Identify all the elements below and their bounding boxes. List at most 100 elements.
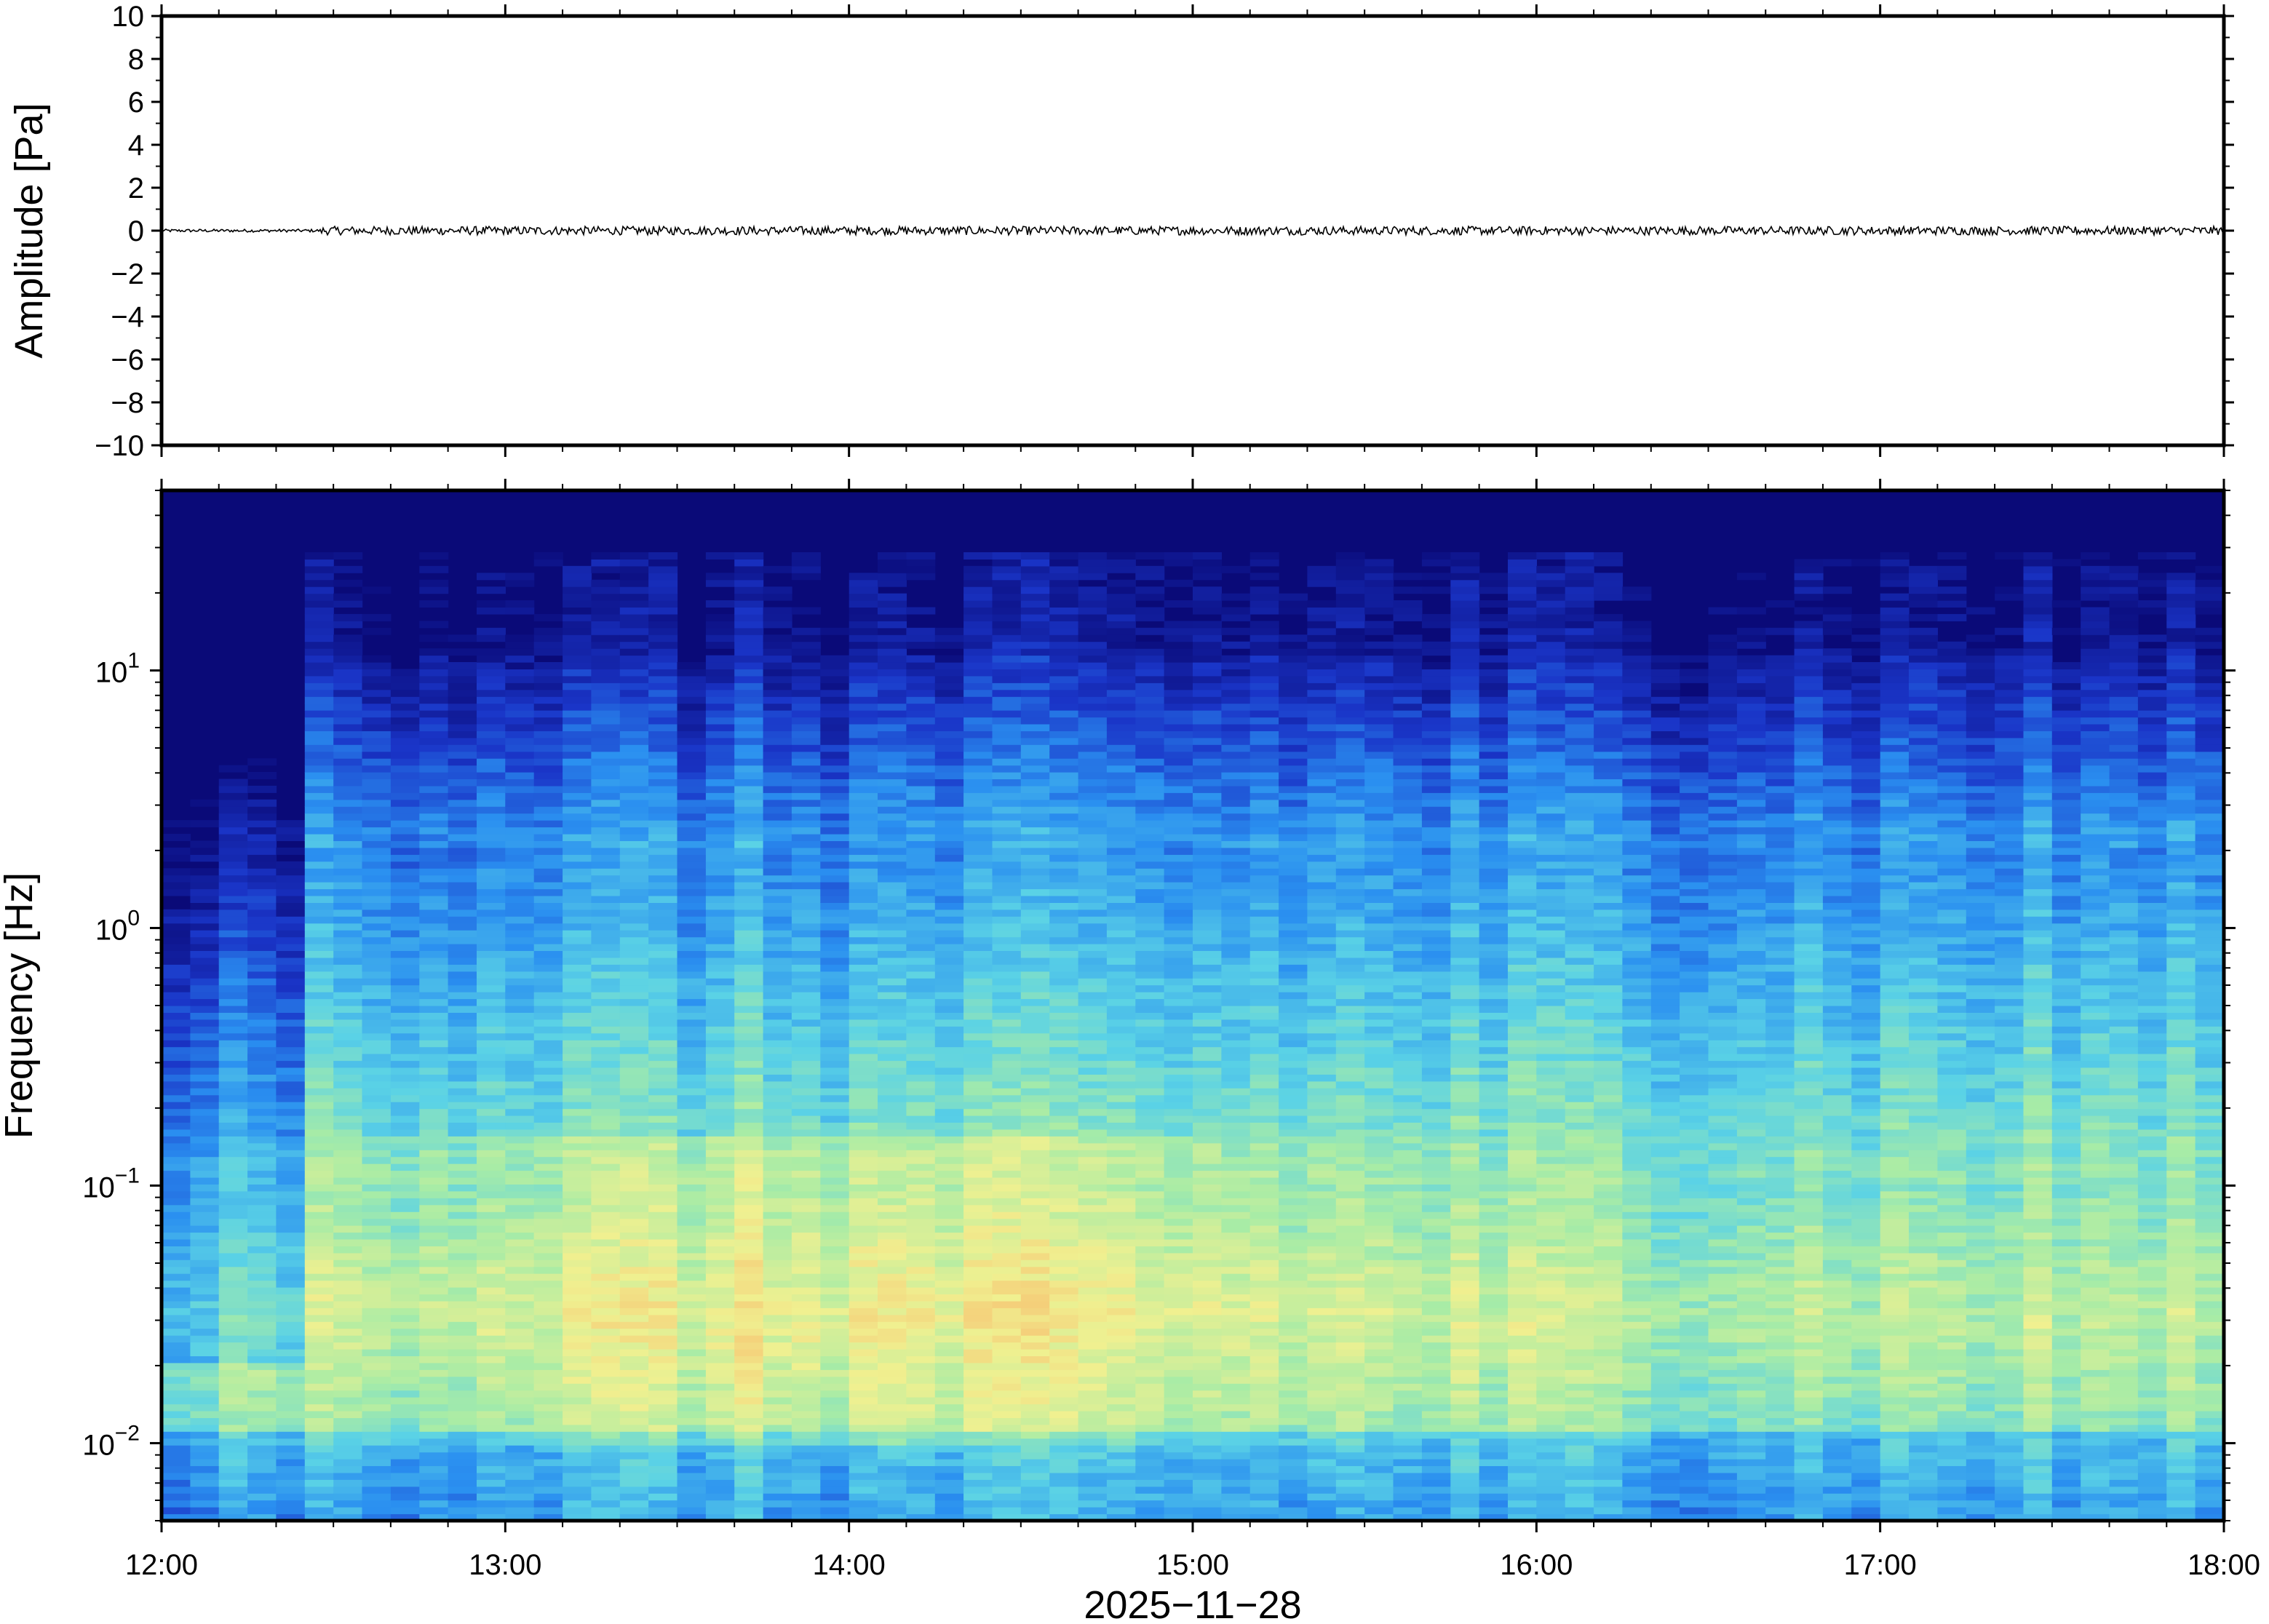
spectrogram-cell [304, 1170, 334, 1178]
spectrogram-cell [906, 1190, 936, 1198]
spectrogram-cell [276, 1287, 306, 1294]
spectrogram-cell [934, 1273, 964, 1281]
spectrogram-cell [820, 1156, 850, 1164]
spectrogram-cell [390, 1280, 420, 1288]
spectrogram-cell [677, 1054, 707, 1062]
spectrogram-cell [878, 1177, 907, 1185]
spectrogram-cell [791, 1040, 821, 1048]
spectrogram-cell [304, 1266, 334, 1274]
spectrogram-cell [190, 854, 220, 862]
spectrogram-cell [477, 1300, 506, 1308]
spectrogram-cell [591, 1006, 621, 1013]
spectrogram-cell [276, 957, 306, 965]
spectrogram-cell [505, 1225, 535, 1233]
spectrogram-cell [533, 978, 563, 986]
spectrogram-cell [333, 1328, 363, 1336]
spectrogram-cell [619, 1136, 649, 1144]
spectrogram-cell [992, 1198, 1022, 1206]
spectrogram-cell [1193, 813, 1222, 821]
spectrogram-cell [390, 1356, 420, 1364]
spectrogram-cell [419, 902, 449, 910]
spectrogram-cell [362, 930, 392, 938]
spectrogram-cell [218, 1383, 248, 1391]
spectrogram-cell [820, 1287, 850, 1294]
spectrogram-cell [218, 984, 248, 992]
spectrogram-cell [878, 1246, 907, 1254]
spectrogram-cell [963, 710, 993, 718]
spectrogram-cell [362, 1507, 392, 1515]
spectrogram-cell [677, 669, 707, 677]
spectrogram-cell [1164, 1239, 1193, 1246]
spectrogram-cell [362, 847, 392, 855]
spectrogram-cell [934, 1252, 964, 1260]
spectrogram-cell [247, 1184, 277, 1192]
spectrogram-cell [190, 1342, 220, 1350]
spectrogram-cell [1164, 998, 1193, 1006]
spectrogram-cell [276, 909, 306, 917]
spectrogram-cell [477, 682, 506, 690]
spectrogram-cell [992, 1102, 1022, 1110]
spectrogram-cell [705, 1486, 735, 1494]
spectrogram-cell [734, 1280, 764, 1288]
spectrogram-cell [218, 1218, 248, 1226]
spectrogram-cell [419, 1273, 449, 1281]
spectrogram-cell [849, 1246, 878, 1254]
spectrogram-cell [619, 1198, 649, 1206]
spectrogram-cell [390, 1150, 420, 1158]
spectrogram-cell [533, 1115, 563, 1123]
spectrogram-cell [1049, 1102, 1079, 1110]
spectrogram-cell [533, 1369, 563, 1377]
spectrogram-cell [1106, 1136, 1136, 1144]
spectrogram-cell [791, 710, 821, 718]
spectrogram-cell [1020, 655, 1050, 663]
spectrogram-cell [333, 1376, 363, 1384]
spectrogram-cell [190, 1094, 220, 1102]
spectrogram-cell [390, 820, 420, 828]
spectrogram-cell [878, 854, 907, 862]
spectrogram-cell [791, 1390, 821, 1398]
spectrogram-cell [878, 1404, 907, 1412]
spectrogram-cell [1135, 1026, 1165, 1034]
spectrogram-cell [390, 772, 420, 779]
spectrogram-cell [591, 1019, 621, 1027]
spectrogram-cell [304, 1287, 334, 1294]
spectrogram-cell [934, 682, 964, 690]
spectrogram-cell [162, 1218, 191, 1226]
spectrogram-cell [533, 1122, 563, 1130]
spectrogram-cell [247, 944, 277, 951]
spectrogram-cell [934, 902, 964, 910]
spectrogram-cell [190, 888, 220, 896]
spectrogram-cell [705, 1411, 735, 1418]
spectrogram-cell [734, 1129, 764, 1137]
spectrogram-cell [1164, 579, 1193, 587]
spectrogram-cell [648, 552, 678, 560]
spectrogram-cell [1193, 682, 1222, 690]
spectrogram-cell [247, 1266, 277, 1274]
spectrogram-cell [1193, 840, 1222, 848]
spectrogram-cell [162, 930, 191, 938]
spectrogram-cell [162, 1239, 191, 1246]
spectrogram-cell [1078, 1170, 1108, 1178]
spectrogram-cell [1135, 751, 1165, 759]
spectrogram-cell [1193, 1465, 1222, 1473]
spectrogram-cell [619, 902, 649, 910]
spectrogram-cell [791, 992, 821, 1000]
spectrogram-cell [218, 1417, 248, 1425]
spectrogram-cell [276, 1369, 306, 1377]
spectrogram-cell [1106, 1170, 1136, 1178]
spectrogram-cell [1078, 1417, 1108, 1425]
spectrogram-cell [849, 799, 878, 807]
spectrogram-cell [619, 1218, 649, 1226]
spectrogram-cell [849, 806, 878, 814]
spectrogram-cell [247, 1335, 277, 1343]
spectrogram-cell [1049, 1452, 1079, 1460]
spectrogram-cell [849, 1459, 878, 1466]
spectrogram-cell [1164, 600, 1193, 608]
spectrogram-cell [333, 1424, 363, 1432]
spectrogram-cell [190, 1452, 220, 1460]
spectrogram-cell [448, 1225, 477, 1233]
spectrogram-cell [1135, 1184, 1165, 1192]
spectrogram-cell [992, 1142, 1022, 1150]
spectrogram-cell [419, 552, 449, 560]
spectrogram-cell [878, 600, 907, 608]
